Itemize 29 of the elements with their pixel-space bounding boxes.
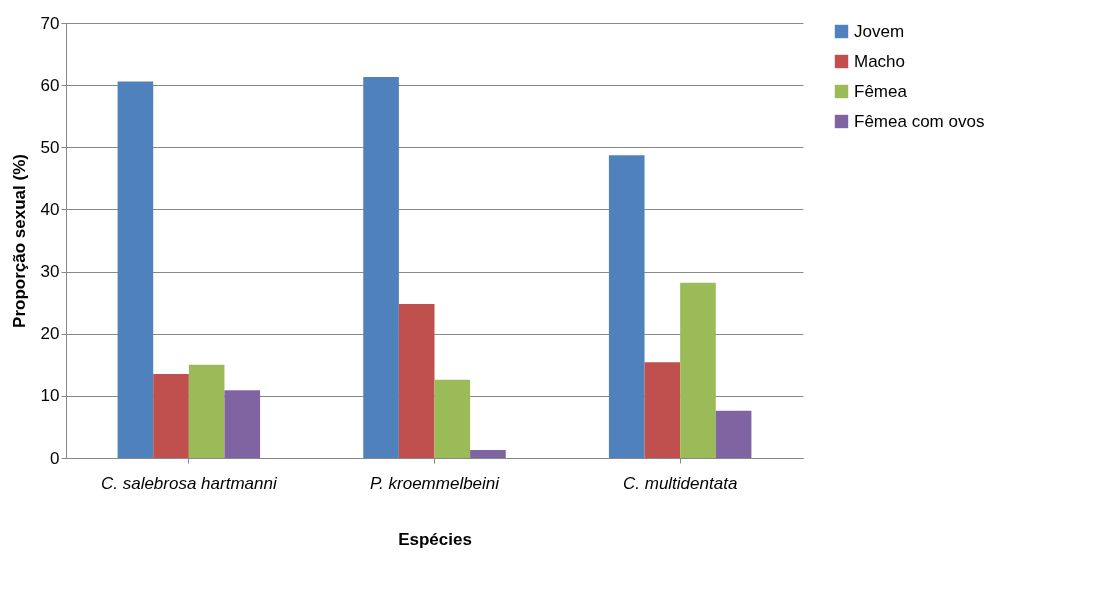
y-tick-label: 0 <box>50 448 60 468</box>
bar <box>363 77 399 458</box>
bar <box>153 374 189 458</box>
y-tick-label: 20 <box>40 324 60 344</box>
x-tick-label: C. salebrosa hartmanni <box>100 473 278 493</box>
bar <box>680 282 716 458</box>
x-axis-title: Espécies <box>398 529 472 549</box>
y-tick-label: 10 <box>40 386 60 406</box>
legend-label: Fêmea <box>854 81 908 101</box>
y-tick-label: 50 <box>40 137 60 157</box>
x-tick-label: P. kroemmelbeini <box>369 473 501 493</box>
legend-label: Fêmea com ovos <box>854 111 985 131</box>
bar <box>434 379 471 458</box>
bar <box>224 390 261 458</box>
bar <box>608 155 645 458</box>
y-tick-label: 40 <box>40 199 60 219</box>
y-tick-label: 70 <box>40 13 60 33</box>
bar <box>398 303 435 458</box>
bar <box>715 410 752 458</box>
bar <box>644 362 681 458</box>
bar <box>117 81 154 458</box>
legend-label: Macho <box>854 51 906 71</box>
y-tick-label: 60 <box>40 75 60 95</box>
legend-label: Jovem <box>854 21 905 41</box>
x-tick-label: C. multidentata <box>622 473 738 493</box>
bar <box>470 449 506 458</box>
y-tick-label: 30 <box>40 262 60 282</box>
bar <box>188 364 225 458</box>
y-axis-title: Proporção sexual (%) <box>9 154 29 328</box>
